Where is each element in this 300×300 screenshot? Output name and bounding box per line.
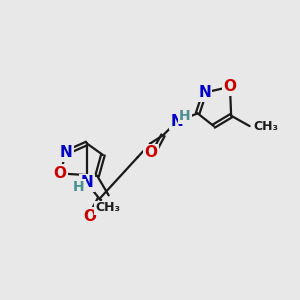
Text: H: H bbox=[179, 109, 191, 123]
Text: CH₃: CH₃ bbox=[253, 120, 278, 133]
Text: N: N bbox=[198, 85, 211, 100]
Text: H: H bbox=[73, 180, 85, 194]
Text: O: O bbox=[84, 209, 97, 224]
Text: N: N bbox=[80, 175, 93, 190]
Text: O: O bbox=[145, 145, 158, 160]
Text: CH₃: CH₃ bbox=[95, 201, 120, 214]
Text: N: N bbox=[60, 145, 72, 160]
Text: N: N bbox=[170, 114, 183, 129]
Text: O: O bbox=[54, 166, 67, 181]
Text: O: O bbox=[224, 79, 236, 94]
